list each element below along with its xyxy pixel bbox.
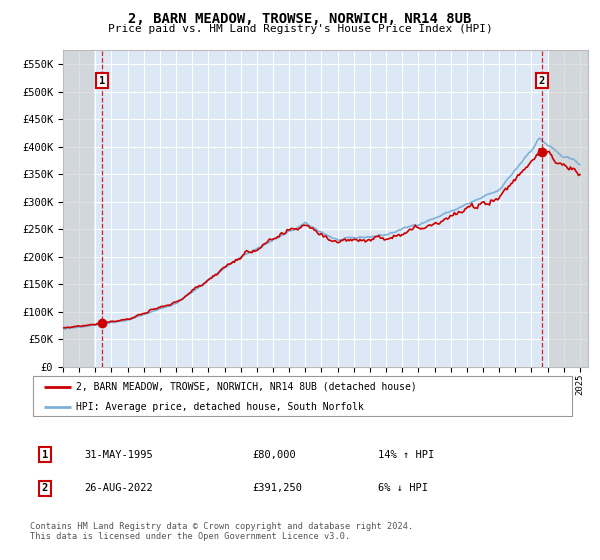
Text: 2: 2 bbox=[42, 483, 48, 493]
Text: 14% ↑ HPI: 14% ↑ HPI bbox=[378, 450, 434, 460]
Text: 2, BARN MEADOW, TROWSE, NORWICH, NR14 8UB (detached house): 2, BARN MEADOW, TROWSE, NORWICH, NR14 8U… bbox=[76, 382, 417, 392]
Text: HPI: Average price, detached house, South Norfolk: HPI: Average price, detached house, Sout… bbox=[76, 402, 364, 412]
FancyBboxPatch shape bbox=[33, 376, 572, 417]
Text: 26-AUG-2022: 26-AUG-2022 bbox=[84, 483, 153, 493]
Text: Price paid vs. HM Land Registry's House Price Index (HPI): Price paid vs. HM Land Registry's House … bbox=[107, 24, 493, 34]
Bar bbox=[549, 36, 596, 367]
Text: £80,000: £80,000 bbox=[252, 450, 296, 460]
Text: Contains HM Land Registry data © Crown copyright and database right 2024.
This d: Contains HM Land Registry data © Crown c… bbox=[30, 522, 413, 542]
Text: 6% ↓ HPI: 6% ↓ HPI bbox=[378, 483, 428, 493]
Text: 2: 2 bbox=[539, 76, 545, 86]
Text: 1: 1 bbox=[99, 76, 105, 86]
Text: 1: 1 bbox=[42, 450, 48, 460]
Text: 2, BARN MEADOW, TROWSE, NORWICH, NR14 8UB: 2, BARN MEADOW, TROWSE, NORWICH, NR14 8U… bbox=[128, 12, 472, 26]
Bar bbox=[63, 36, 94, 367]
Text: £391,250: £391,250 bbox=[252, 483, 302, 493]
Text: 31-MAY-1995: 31-MAY-1995 bbox=[84, 450, 153, 460]
